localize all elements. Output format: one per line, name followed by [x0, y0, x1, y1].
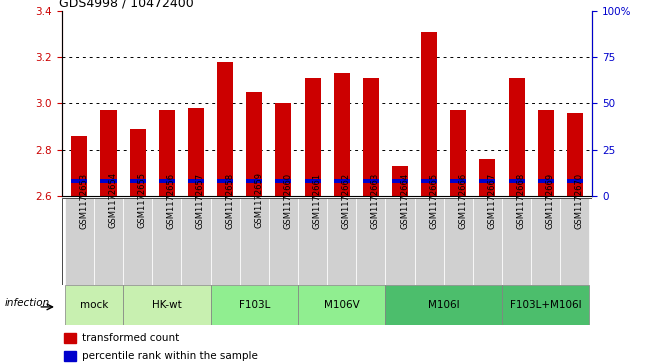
- Bar: [502, 285, 590, 325]
- Bar: [450, 179, 466, 183]
- Bar: [531, 198, 561, 285]
- Bar: [130, 179, 146, 183]
- Bar: [327, 198, 356, 285]
- Text: GSM1172662: GSM1172662: [342, 172, 351, 229]
- Text: GSM1172667: GSM1172667: [488, 172, 497, 229]
- Bar: [246, 92, 262, 196]
- Bar: [444, 198, 473, 285]
- Bar: [479, 159, 495, 196]
- Bar: [421, 179, 437, 183]
- Bar: [334, 73, 350, 196]
- Bar: [123, 285, 210, 325]
- Bar: [298, 198, 327, 285]
- Bar: [246, 179, 262, 183]
- Text: GDS4998 / 10472400: GDS4998 / 10472400: [59, 0, 194, 10]
- Bar: [561, 198, 590, 285]
- Bar: [217, 179, 233, 183]
- Text: GSM1172669: GSM1172669: [546, 172, 555, 229]
- Bar: [94, 198, 123, 285]
- Text: percentile rank within the sample: percentile rank within the sample: [82, 351, 258, 362]
- Bar: [305, 179, 320, 183]
- Bar: [567, 113, 583, 196]
- Bar: [100, 110, 117, 196]
- Bar: [385, 198, 415, 285]
- Text: GSM1172656: GSM1172656: [167, 172, 176, 229]
- Bar: [210, 198, 240, 285]
- Bar: [188, 179, 204, 183]
- Bar: [130, 129, 146, 196]
- Text: GSM1172665: GSM1172665: [429, 172, 438, 229]
- Bar: [275, 103, 292, 196]
- Bar: [538, 179, 554, 183]
- Text: GSM1172653: GSM1172653: [79, 172, 89, 229]
- Bar: [450, 110, 466, 196]
- Bar: [363, 78, 379, 196]
- Text: transformed count: transformed count: [82, 333, 179, 343]
- Bar: [363, 179, 379, 183]
- Bar: [152, 198, 182, 285]
- Bar: [415, 198, 444, 285]
- Bar: [123, 198, 152, 285]
- Bar: [502, 198, 531, 285]
- Bar: [100, 179, 117, 183]
- Text: GSM1172660: GSM1172660: [283, 172, 292, 229]
- Bar: [421, 32, 437, 196]
- Bar: [473, 198, 502, 285]
- Bar: [72, 179, 87, 183]
- Bar: [72, 136, 87, 196]
- Text: mock: mock: [79, 300, 108, 310]
- Text: GSM1172664: GSM1172664: [400, 172, 409, 229]
- Bar: [334, 179, 350, 183]
- Bar: [479, 179, 495, 183]
- Text: GSM1172661: GSM1172661: [312, 172, 322, 229]
- Text: infection: infection: [5, 298, 50, 308]
- Text: GSM1172657: GSM1172657: [196, 172, 205, 229]
- Bar: [64, 333, 76, 343]
- Bar: [64, 351, 76, 361]
- Text: GSM1172659: GSM1172659: [255, 172, 263, 228]
- Text: GSM1172655: GSM1172655: [137, 172, 146, 228]
- Text: GSM1172658: GSM1172658: [225, 172, 234, 229]
- Text: GSM1172654: GSM1172654: [109, 172, 117, 228]
- Bar: [508, 179, 525, 183]
- Bar: [182, 198, 210, 285]
- Bar: [385, 285, 502, 325]
- Bar: [269, 198, 298, 285]
- Bar: [392, 179, 408, 183]
- Text: M106I: M106I: [428, 300, 460, 310]
- Text: GSM1172668: GSM1172668: [517, 172, 525, 229]
- Bar: [567, 179, 583, 183]
- Text: GSM1172666: GSM1172666: [458, 172, 467, 229]
- Text: M106V: M106V: [324, 300, 359, 310]
- Bar: [298, 285, 385, 325]
- Bar: [508, 78, 525, 196]
- Bar: [64, 198, 94, 285]
- Bar: [217, 62, 233, 196]
- Bar: [275, 179, 292, 183]
- Bar: [188, 108, 204, 196]
- Bar: [538, 110, 554, 196]
- Bar: [356, 198, 385, 285]
- Bar: [305, 78, 320, 196]
- Bar: [240, 198, 269, 285]
- Bar: [159, 179, 175, 183]
- Bar: [159, 110, 175, 196]
- Text: F103L+M106I: F103L+M106I: [510, 300, 581, 310]
- Text: F103L: F103L: [238, 300, 270, 310]
- Bar: [392, 166, 408, 196]
- Text: GSM1172670: GSM1172670: [575, 172, 584, 229]
- Bar: [64, 285, 123, 325]
- Text: HK-wt: HK-wt: [152, 300, 182, 310]
- Text: GSM1172663: GSM1172663: [371, 172, 380, 229]
- Bar: [210, 285, 298, 325]
